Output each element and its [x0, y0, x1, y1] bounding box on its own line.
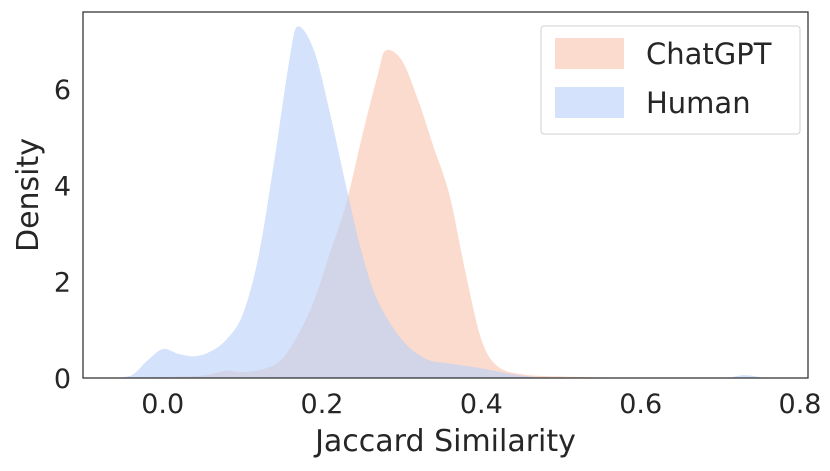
density-area-human — [106, 26, 801, 379]
y-tick-label: 2 — [54, 268, 71, 299]
legend-swatch-chatgpt — [555, 38, 624, 69]
x-axis-label: Jaccard Similarity — [313, 424, 576, 459]
series-layer — [106, 26, 801, 379]
plot-frame — [82, 11, 809, 379]
x-tick-label: 0.6 — [619, 389, 662, 420]
y-axis-label: Density — [11, 138, 46, 252]
x-tick-label: 0.2 — [301, 389, 344, 420]
x-tick-label: 0.4 — [460, 389, 503, 420]
legend: ChatGPT Human — [540, 25, 801, 135]
y-tick-label: 0 — [54, 364, 71, 395]
legend-swatch-human — [555, 87, 624, 118]
legend-label-chatgpt: ChatGPT — [646, 37, 772, 71]
x-tick-label: 0.8 — [779, 389, 822, 420]
legend-label-human: Human — [646, 86, 751, 120]
x-tick-labels: 0.0 0.2 0.4 0.6 0.8 — [141, 389, 821, 420]
y-tick-label: 6 — [54, 75, 71, 106]
x-tick-label: 0.0 — [141, 389, 184, 420]
density-area-chatgpt — [122, 49, 801, 378]
y-tick-label: 4 — [54, 171, 71, 202]
y-tick-labels: 0 2 4 6 — [54, 75, 71, 395]
